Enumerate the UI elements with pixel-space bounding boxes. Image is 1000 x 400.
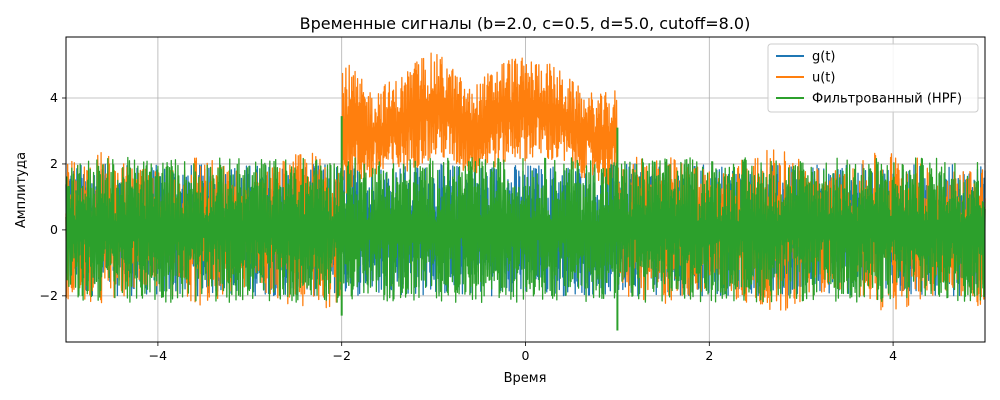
series-3-line	[65, 156, 986, 304]
x-tick-label: −2	[332, 348, 350, 363]
legend-label: g(t)	[812, 50, 836, 65]
y-tick-label: 4	[50, 90, 58, 105]
x-tick-label: 0	[522, 348, 530, 363]
legend-label: Фильтрованный (HPF)	[812, 92, 962, 107]
x-axis-label: Время	[504, 371, 547, 386]
y-tick-label: 0	[50, 222, 58, 237]
legend: g(t) u(t) Фильтрованный (HPF)	[767, 43, 979, 113]
x-tick-label: 4	[889, 348, 897, 363]
x-tick-label: −4	[149, 348, 167, 363]
y-axis-label: Амплитуда	[14, 152, 29, 228]
y-tick-label: −2	[40, 288, 58, 303]
legend-label: u(t)	[812, 71, 835, 86]
chart-title: Временные сигналы (b=2.0, c=0.5, d=5.0, …	[300, 14, 751, 33]
legend-box	[767, 43, 979, 113]
series-layer	[65, 52, 986, 331]
y-axis-ticks: −2 0 2 4	[40, 90, 66, 303]
y-tick-label: 2	[50, 156, 58, 171]
x-axis-ticks: −4 −2 0 2 4	[149, 342, 897, 363]
x-tick-label: 2	[705, 348, 713, 363]
